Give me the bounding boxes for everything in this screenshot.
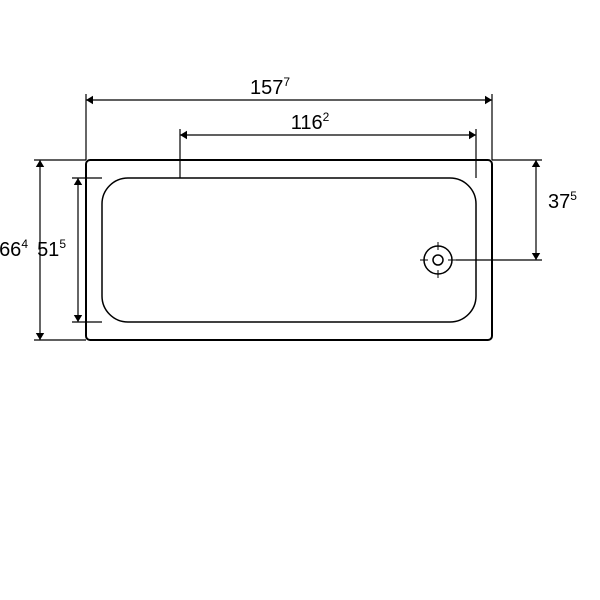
dimension-horizontal: [180, 129, 476, 178]
svg-text:1577: 1577: [250, 75, 290, 99]
svg-text:375: 375: [548, 189, 577, 213]
dimension-horizontal: [86, 94, 492, 160]
svg-text:1162: 1162: [291, 110, 330, 134]
tub-outer-rect: [86, 160, 492, 340]
dimension-vertical: [456, 160, 542, 260]
drain-inner-circle: [433, 255, 443, 265]
tub-inner-basin: [102, 178, 476, 322]
svg-text:515: 515: [37, 237, 66, 261]
svg-text:664: 664: [0, 237, 28, 261]
drain-outer-circle: [424, 246, 452, 274]
bathtub-body: [86, 160, 492, 340]
bathtub-technical-drawing: 15771162 664 515 375: [0, 0, 600, 600]
